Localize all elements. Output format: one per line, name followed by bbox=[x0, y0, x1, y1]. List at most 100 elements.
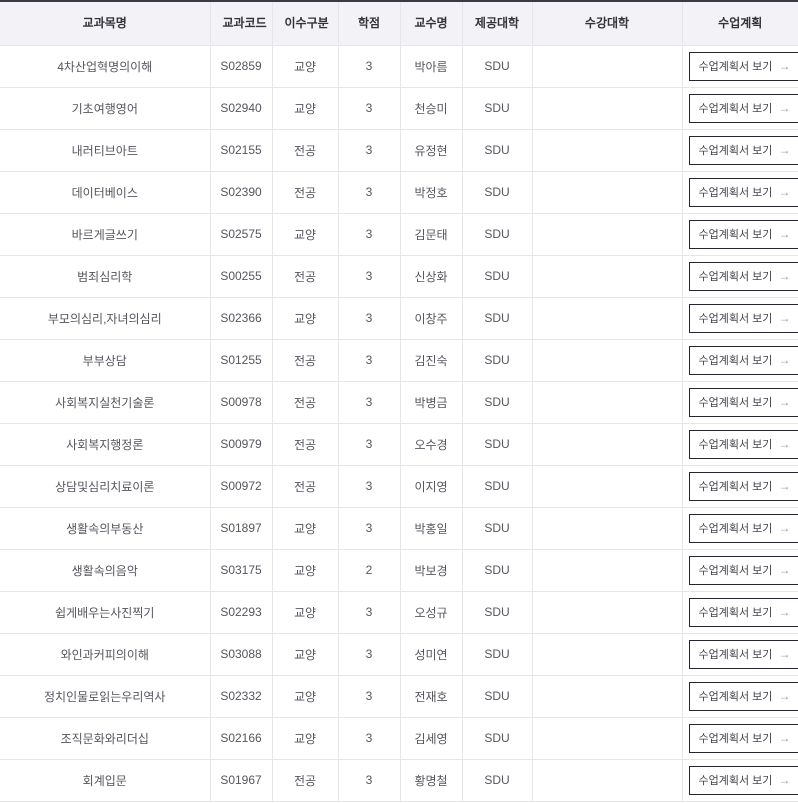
view-syllabus-button[interactable]: 수업계획서 보기 → bbox=[688, 219, 798, 249]
table-row: 사회복지행정론 S00979 전공 3 오수경 SDU 수업계획서 보기 → bbox=[0, 423, 798, 466]
professor-cell: 황명철 bbox=[399, 759, 462, 801]
arrow-right-icon: → bbox=[778, 688, 791, 703]
table-row: 조직문화와리더십 S02166 교양 3 김세영 SDU 수업계획서 보기 → bbox=[0, 717, 798, 760]
syllabus-cell: 수업계획서 보기 → bbox=[681, 465, 798, 508]
view-syllabus-label: 수업계획서 보기 bbox=[698, 690, 776, 703]
credits-cell: 3 bbox=[337, 423, 400, 466]
arrow-right-icon: → bbox=[778, 478, 791, 493]
professor-cell: 박아름 bbox=[399, 45, 462, 88]
enrollment-university-cell bbox=[531, 675, 682, 718]
arrow-right-icon: → bbox=[778, 394, 791, 409]
view-syllabus-button[interactable]: 수업계획서 보기 → bbox=[688, 597, 798, 627]
view-syllabus-button[interactable]: 수업계획서 보기 → bbox=[688, 471, 798, 501]
course-code-cell: S02859 bbox=[209, 45, 272, 88]
view-syllabus-button[interactable]: 수업계획서 보기 → bbox=[688, 93, 798, 123]
enrollment-university-cell bbox=[531, 381, 682, 424]
course-name-cell: 회계입문 bbox=[0, 759, 210, 801]
completion-type-cell: 교양 bbox=[271, 507, 338, 550]
course-name-cell: 정치인물로읽는우리역사 bbox=[0, 675, 210, 718]
table-row: 쉽게배우는사진찍기 S02293 교양 3 오성규 SDU 수업계획서 보기 → bbox=[0, 591, 798, 634]
credits-cell: 3 bbox=[337, 213, 400, 256]
professor-cell: 성미연 bbox=[399, 633, 462, 676]
credits-cell: 3 bbox=[337, 633, 400, 676]
providing-university-cell: SDU bbox=[461, 297, 532, 340]
table-row: 와인과커피의이해 S03088 교양 3 성미연 SDU 수업계획서 보기 → bbox=[0, 633, 798, 676]
credits-cell: 3 bbox=[337, 591, 400, 634]
table-row: 회계입문 S01967 전공 3 황명철 SDU 수업계획서 보기 → bbox=[0, 759, 798, 801]
providing-university-cell: SDU bbox=[461, 381, 532, 424]
providing-university-cell: SDU bbox=[461, 549, 532, 592]
view-syllabus-button[interactable]: 수업계획서 보기 → bbox=[688, 555, 798, 585]
syllabus-cell: 수업계획서 보기 → bbox=[681, 171, 798, 214]
view-syllabus-label: 수업계획서 보기 bbox=[698, 354, 776, 367]
professor-cell: 김세영 bbox=[399, 717, 462, 760]
providing-university-cell: SDU bbox=[461, 423, 532, 466]
providing-university-cell: SDU bbox=[461, 507, 532, 550]
view-syllabus-button[interactable]: 수업계획서 보기 → bbox=[688, 177, 798, 207]
enrollment-university-cell bbox=[531, 759, 682, 801]
view-syllabus-button[interactable]: 수업계획서 보기 → bbox=[688, 639, 798, 669]
professor-cell: 유정현 bbox=[399, 129, 462, 172]
arrow-right-icon: → bbox=[778, 520, 791, 535]
course-code-cell: S00979 bbox=[209, 423, 272, 466]
view-syllabus-button[interactable]: 수업계획서 보기 → bbox=[688, 387, 798, 417]
completion-type-cell: 교양 bbox=[271, 675, 338, 718]
view-syllabus-label: 수업계획서 보기 bbox=[698, 438, 776, 451]
arrow-right-icon: → bbox=[778, 310, 791, 325]
enrollment-university-cell bbox=[531, 129, 682, 172]
table-row: 데이터베이스 S02390 전공 3 박정호 SDU 수업계획서 보기 → bbox=[0, 171, 798, 214]
professor-cell: 천승미 bbox=[399, 87, 462, 130]
course-name-cell: 쉽게배우는사진찍기 bbox=[0, 591, 210, 634]
syllabus-cell: 수업계획서 보기 → bbox=[681, 213, 798, 256]
view-syllabus-button[interactable]: 수업계획서 보기 → bbox=[688, 261, 798, 291]
credits-cell: 3 bbox=[337, 465, 400, 508]
view-syllabus-button[interactable]: 수업계획서 보기 → bbox=[688, 723, 798, 753]
course-code-cell: S02575 bbox=[209, 213, 272, 256]
syllabus-cell: 수업계획서 보기 → bbox=[681, 717, 798, 760]
table-header-row: 교과목명 교과코드 이수구분 학점 교수명 제공대학 수강대학 수업계획 bbox=[0, 1, 798, 46]
course-name-cell: 데이터베이스 bbox=[0, 171, 210, 214]
course-name-cell: 부모의심리,자녀의심리 bbox=[0, 297, 210, 340]
col-header-course-code: 교과코드 bbox=[209, 1, 272, 46]
view-syllabus-button[interactable]: 수업계획서 보기 → bbox=[688, 429, 798, 459]
course-code-cell: S01967 bbox=[209, 759, 272, 801]
view-syllabus-label: 수업계획서 보기 bbox=[698, 648, 776, 661]
enrollment-university-cell bbox=[531, 423, 682, 466]
view-syllabus-label: 수업계획서 보기 bbox=[698, 774, 776, 787]
table-row: 부부상담 S01255 전공 3 김진숙 SDU 수업계획서 보기 → bbox=[0, 339, 798, 382]
course-name-cell: 사회복지행정론 bbox=[0, 423, 210, 466]
syllabus-cell: 수업계획서 보기 → bbox=[681, 591, 798, 634]
view-syllabus-button[interactable]: 수업계획서 보기 → bbox=[688, 303, 798, 333]
enrollment-university-cell bbox=[531, 717, 682, 760]
syllabus-cell: 수업계획서 보기 → bbox=[681, 549, 798, 592]
professor-cell: 이창주 bbox=[399, 297, 462, 340]
completion-type-cell: 교양 bbox=[271, 549, 338, 592]
enrollment-university-cell bbox=[531, 213, 682, 256]
course-code-cell: S01255 bbox=[209, 339, 272, 382]
credits-cell: 3 bbox=[337, 129, 400, 172]
view-syllabus-button[interactable]: 수업계획서 보기 → bbox=[688, 681, 798, 711]
providing-university-cell: SDU bbox=[461, 465, 532, 508]
table-row: 생활속의음악 S03175 교양 2 박보경 SDU 수업계획서 보기 → bbox=[0, 549, 798, 592]
course-name-cell: 생활속의부동산 bbox=[0, 507, 210, 550]
view-syllabus-button[interactable]: 수업계획서 보기 → bbox=[688, 135, 798, 165]
table-row: 내러티브아트 S02155 전공 3 유정현 SDU 수업계획서 보기 → bbox=[0, 129, 798, 172]
completion-type-cell: 교양 bbox=[271, 633, 338, 676]
syllabus-cell: 수업계획서 보기 → bbox=[681, 381, 798, 424]
view-syllabus-button[interactable]: 수업계획서 보기 → bbox=[688, 345, 798, 375]
view-syllabus-label: 수업계획서 보기 bbox=[698, 186, 776, 199]
view-syllabus-label: 수업계획서 보기 bbox=[698, 102, 776, 115]
course-name-cell: 기초여행영어 bbox=[0, 87, 210, 130]
syllabus-cell: 수업계획서 보기 → bbox=[681, 45, 798, 88]
view-syllabus-button[interactable]: 수업계획서 보기 → bbox=[688, 51, 798, 81]
course-name-cell: 조직문화와리더십 bbox=[0, 717, 210, 760]
enrollment-university-cell bbox=[531, 549, 682, 592]
arrow-right-icon: → bbox=[778, 646, 791, 661]
providing-university-cell: SDU bbox=[461, 759, 532, 801]
completion-type-cell: 전공 bbox=[271, 171, 338, 214]
course-code-cell: S00978 bbox=[209, 381, 272, 424]
view-syllabus-button[interactable]: 수업계획서 보기 → bbox=[688, 513, 798, 543]
view-syllabus-button[interactable]: 수업계획서 보기 → bbox=[688, 765, 798, 795]
course-code-cell: S03175 bbox=[209, 549, 272, 592]
